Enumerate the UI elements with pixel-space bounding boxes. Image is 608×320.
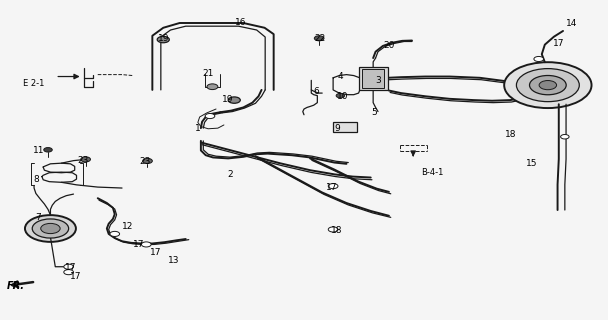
Text: 13: 13 — [168, 256, 179, 265]
Text: 6: 6 — [313, 87, 319, 96]
Text: FR.: FR. — [7, 281, 25, 291]
Text: 17: 17 — [553, 39, 564, 48]
Text: E 2-1: E 2-1 — [23, 79, 45, 88]
Text: 19: 19 — [223, 95, 234, 104]
Text: 14: 14 — [567, 19, 578, 28]
Text: 2: 2 — [227, 170, 233, 179]
Text: 22: 22 — [314, 35, 325, 44]
Text: 11: 11 — [33, 146, 44, 155]
Text: 19: 19 — [157, 35, 169, 44]
Text: 21: 21 — [202, 69, 214, 78]
Circle shape — [504, 62, 592, 108]
Circle shape — [205, 114, 215, 119]
Circle shape — [530, 76, 566, 95]
Circle shape — [314, 36, 324, 41]
Circle shape — [228, 97, 240, 103]
Text: 7: 7 — [35, 213, 41, 222]
Text: 15: 15 — [526, 159, 537, 168]
Text: 12: 12 — [122, 222, 134, 231]
Circle shape — [561, 134, 569, 139]
Text: 3: 3 — [375, 76, 381, 85]
Circle shape — [157, 36, 170, 43]
Text: 18: 18 — [505, 130, 516, 139]
Circle shape — [32, 219, 69, 238]
Circle shape — [516, 68, 579, 102]
Text: 17: 17 — [65, 263, 77, 272]
Text: 17: 17 — [70, 272, 81, 281]
Circle shape — [328, 227, 338, 232]
Circle shape — [336, 93, 345, 98]
Circle shape — [81, 157, 91, 162]
Circle shape — [328, 184, 338, 189]
Text: 18: 18 — [331, 226, 342, 235]
Circle shape — [64, 270, 74, 275]
Circle shape — [143, 158, 153, 164]
Text: 10: 10 — [336, 92, 348, 101]
Text: 16: 16 — [235, 19, 246, 28]
Text: 23: 23 — [139, 157, 151, 166]
Text: 5: 5 — [371, 108, 376, 117]
Text: 17: 17 — [150, 248, 162, 257]
Text: 8: 8 — [33, 175, 39, 184]
Circle shape — [539, 81, 556, 90]
Bar — [333, 122, 358, 132]
Text: 9: 9 — [334, 124, 340, 133]
Circle shape — [44, 148, 52, 152]
Circle shape — [207, 84, 218, 90]
Circle shape — [142, 242, 151, 247]
Text: 1: 1 — [195, 124, 201, 132]
Circle shape — [534, 56, 544, 61]
Circle shape — [41, 223, 60, 234]
Text: 23: 23 — [77, 156, 88, 164]
Text: 17: 17 — [133, 240, 145, 249]
Text: B-4-1: B-4-1 — [421, 168, 444, 177]
Circle shape — [64, 264, 74, 269]
Text: 4: 4 — [337, 72, 343, 81]
Circle shape — [110, 231, 120, 236]
Bar — [362, 69, 384, 88]
Text: 20: 20 — [383, 41, 395, 51]
Text: 17: 17 — [325, 183, 337, 192]
Circle shape — [25, 215, 76, 242]
Bar — [359, 67, 388, 90]
